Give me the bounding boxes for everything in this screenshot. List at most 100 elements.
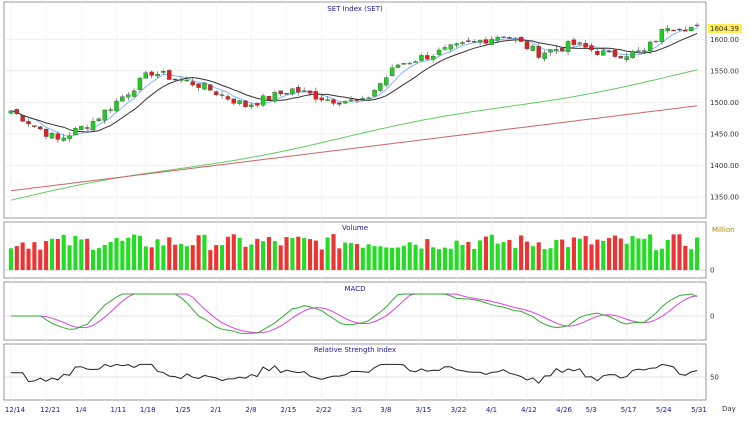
x-tick-label: 3/8 (380, 406, 391, 414)
volume-bar (413, 244, 418, 270)
volume-bar (284, 237, 289, 270)
candle-body (190, 81, 195, 86)
candle-body (196, 83, 201, 88)
x-tick-label: 2/22 (316, 406, 332, 414)
candle-body (219, 94, 225, 96)
x-axis-unit-label: Day (722, 405, 736, 413)
volume-bar (607, 238, 612, 270)
candle-body (507, 37, 512, 39)
candle-body (583, 43, 588, 48)
candle-body (278, 90, 283, 95)
candle-body (237, 100, 242, 104)
volume-bar (255, 238, 260, 270)
volume-bar (554, 239, 559, 270)
candle-body (513, 38, 518, 41)
volume-bar (501, 242, 506, 270)
candle-body (296, 87, 301, 93)
volume-bar (448, 248, 453, 270)
volume-bar (436, 249, 442, 270)
candle-body (477, 40, 483, 43)
volume-bar (454, 240, 459, 270)
candle-body (577, 42, 582, 45)
candle-body (454, 43, 459, 46)
volume-bar (390, 247, 395, 270)
candle-body (260, 95, 266, 106)
x-tick-label: 5/31 (691, 406, 707, 414)
candle-body (460, 42, 465, 44)
volume-bar (231, 234, 236, 270)
volume-bar (14, 246, 19, 270)
volume-bar (372, 246, 377, 270)
candle-body (337, 102, 342, 105)
candle-body (554, 49, 559, 51)
candle-body (120, 96, 125, 102)
volume-bar (296, 236, 301, 270)
volume-bar (442, 247, 447, 270)
candle-body (243, 100, 248, 107)
volume-bar (44, 241, 49, 270)
candle-body (79, 126, 84, 130)
candle-body (642, 50, 647, 52)
candle-body (8, 110, 14, 114)
candle-body (284, 93, 289, 95)
candle-body (659, 28, 665, 42)
volume-bar (8, 248, 13, 270)
volume-bar (161, 245, 166, 270)
candle-body (595, 51, 600, 55)
volume-bar (571, 237, 576, 270)
volume-bar (249, 244, 254, 270)
volume-bar (61, 234, 66, 270)
rsi-line (10, 363, 698, 384)
candle-body (202, 82, 207, 90)
volume-bar (67, 245, 72, 270)
candle-body (61, 137, 66, 141)
candle-body (137, 77, 143, 91)
price-panel-frame (3, 1, 707, 219)
candle-body (665, 28, 670, 32)
volume-bar (648, 234, 653, 270)
x-tick-label: 4/12 (521, 406, 537, 414)
candle-body (360, 98, 365, 100)
volume-bar (560, 239, 565, 270)
volume-bar (513, 247, 518, 270)
candle-body (395, 64, 401, 68)
volume-unit-label: Million (712, 226, 735, 234)
volume-bar (307, 239, 313, 270)
last-value-label: 1604.39 (710, 25, 739, 33)
volume-bar (173, 244, 178, 270)
macd-panel-frame (3, 281, 707, 341)
volume-bar (243, 246, 248, 270)
price-y-tick-label: 1400.00 (710, 162, 739, 170)
x-tick-label: 1/11 (110, 406, 126, 414)
candle-body (542, 52, 547, 59)
candle-body (612, 49, 618, 57)
volume-bar (184, 246, 189, 270)
candle-body (413, 61, 418, 63)
volume-bar (636, 238, 641, 270)
volume-bar (102, 244, 107, 270)
candle-body (536, 46, 541, 58)
volume-bar (278, 245, 283, 270)
volume-bar (483, 236, 489, 270)
candle-body (90, 121, 96, 131)
candle-body (466, 40, 471, 43)
candle-body (167, 70, 172, 80)
volume-bar (261, 241, 266, 270)
candle-body (589, 45, 594, 51)
candle-body (448, 44, 453, 50)
candle-body (565, 41, 571, 52)
candle-body (683, 30, 688, 32)
candle-body (548, 49, 553, 53)
ma-mid-line (10, 32, 698, 133)
candle-body (319, 97, 324, 101)
candle-body (677, 28, 682, 31)
candle-body (172, 78, 178, 81)
volume-bar (132, 234, 137, 270)
x-tick-label: 5/24 (656, 406, 672, 414)
macd-line (10, 293, 698, 335)
rsi-panel-frame (3, 343, 707, 401)
candle-body (325, 99, 330, 101)
candle-body (208, 84, 213, 91)
x-tick-label: 2/8 (245, 406, 256, 414)
x-tick-label: 2/15 (281, 406, 297, 414)
